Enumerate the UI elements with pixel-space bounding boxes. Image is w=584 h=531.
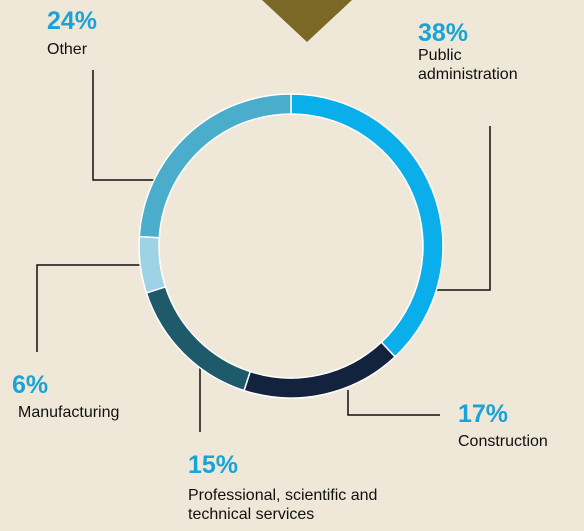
leader-line <box>92 70 170 181</box>
category-label: Other <box>47 41 88 58</box>
value-label: 24% <box>47 7 98 35</box>
category-label: Professional, scientific and technical s… <box>188 487 378 523</box>
value-label: 17% <box>458 400 509 428</box>
donut-segment <box>138 235 167 294</box>
donut-segment <box>290 93 444 358</box>
donut-segment <box>138 93 292 239</box>
category-label: Public administration <box>418 47 518 83</box>
pointer <box>262 0 352 42</box>
category-label: Manufacturing <box>18 404 120 421</box>
donut <box>138 93 444 399</box>
donut-segment <box>243 341 397 399</box>
category-label: Construction <box>458 433 548 450</box>
value-label: 6% <box>12 371 49 399</box>
leader-lines <box>36 70 491 432</box>
leader-line <box>36 264 150 352</box>
donut-segment <box>145 285 252 392</box>
leader-line <box>437 126 491 291</box>
value-label: 15% <box>188 451 239 479</box>
value-label: 38% <box>418 19 469 47</box>
leader-line <box>347 390 440 416</box>
